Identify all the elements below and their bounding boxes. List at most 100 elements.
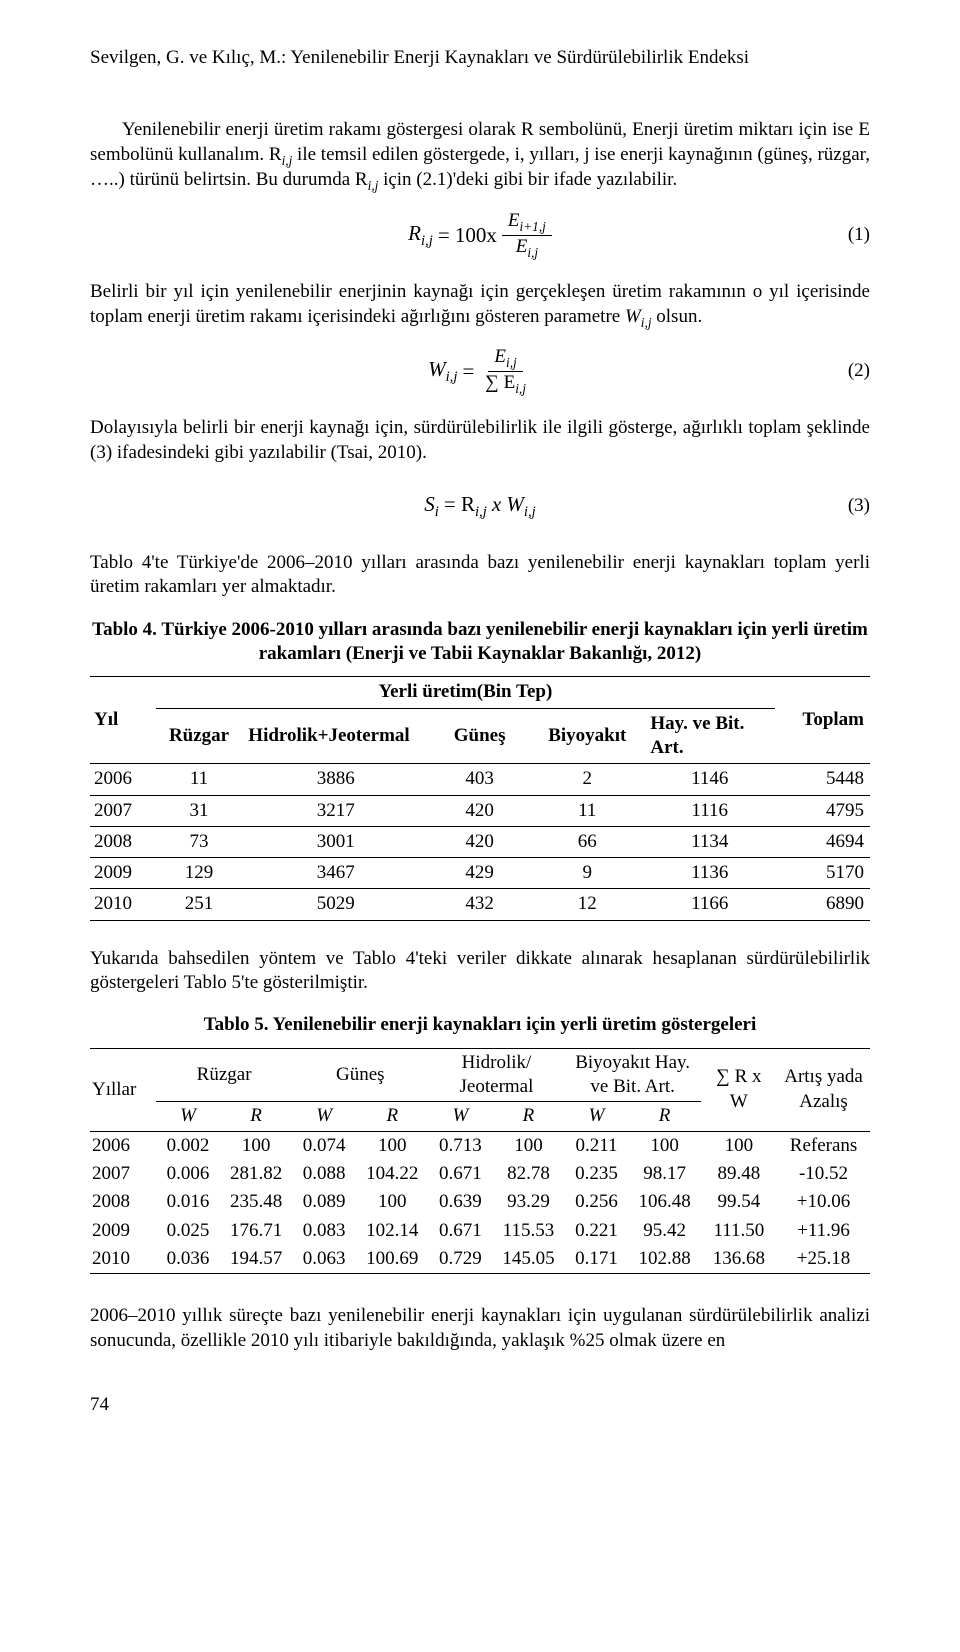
- t5-cell-gw: 0.089: [292, 1188, 356, 1216]
- t5-col-hidro: Hidrolik/ Jeotermal: [428, 1048, 564, 1102]
- t5-cell-bw: 0.235: [565, 1160, 629, 1188]
- eq3-number: (3): [848, 494, 870, 518]
- t5-cell-hr: 115.53: [492, 1217, 564, 1245]
- table-row: 2006113886403211465448: [90, 764, 870, 795]
- t4-cell-h: 3001: [242, 826, 429, 857]
- t5-cell-a: -10.52: [777, 1160, 870, 1188]
- t4-col-gunes: Güneş: [429, 708, 530, 764]
- eq2-lhs: W: [428, 357, 446, 381]
- t5-cell-bw: 0.171: [565, 1245, 629, 1274]
- t4-cell-hay: 1166: [644, 889, 775, 920]
- eq3-sub3: i,j: [524, 504, 536, 520]
- eq1-sub1: i,j: [421, 233, 433, 249]
- t4-cell-t: 5170: [775, 858, 870, 889]
- t5-col-yillar: Yıllar: [90, 1048, 156, 1131]
- t5-cell-hr: 145.05: [492, 1245, 564, 1274]
- t5-cell-y: 2008: [90, 1188, 156, 1216]
- t4-cell-t: 4795: [775, 795, 870, 826]
- t5-cell-rr: 281.82: [220, 1160, 292, 1188]
- t5-cell-hw: 0.671: [428, 1160, 492, 1188]
- t5-cell-rr: 194.57: [220, 1245, 292, 1274]
- t5-cell-gr: 100.69: [356, 1245, 428, 1274]
- t4-cell-b: 66: [530, 826, 644, 857]
- t4-cell-g: 403: [429, 764, 530, 795]
- t5-cell-br: 95.42: [629, 1217, 701, 1245]
- eq2-sub1: i,j: [446, 369, 458, 385]
- eq3-eq1: = R: [444, 492, 475, 516]
- t4-cell-r: 129: [156, 858, 243, 889]
- t5-cell-a: +25.18: [777, 1245, 870, 1274]
- t5-cell-gr: 100: [356, 1131, 428, 1160]
- t4-group-header: Yerli üretim(Bin Tep): [156, 677, 775, 708]
- sub-ij-1: i,j: [282, 152, 293, 167]
- eq1-numE: E: [508, 210, 520, 231]
- t5-cell-s: 111.50: [701, 1217, 777, 1245]
- t4-cell-r: 11: [156, 764, 243, 795]
- t5-cell-a: Referans: [777, 1131, 870, 1160]
- t4-cell-g: 429: [429, 858, 530, 889]
- t5-cell-gw: 0.088: [292, 1160, 356, 1188]
- t4-cell-t: 6890: [775, 889, 870, 920]
- sub-ij-2: i,j: [368, 178, 379, 193]
- table-row: 20090.025176.710.083102.140.671115.530.2…: [90, 1217, 870, 1245]
- t5-cell-s: 89.48: [701, 1160, 777, 1188]
- t4-cell-yil: 2007: [90, 795, 156, 826]
- t5-r2: R: [356, 1102, 428, 1131]
- eq1-number: (1): [848, 223, 870, 247]
- table-row: 201025150294321211666890: [90, 889, 870, 920]
- t5-cell-rr: 176.71: [220, 1217, 292, 1245]
- table-row: 20080.016235.480.0891000.63993.290.25610…: [90, 1188, 870, 1216]
- eq2-number: (2): [848, 359, 870, 383]
- t4-col-yil: Yıl: [90, 677, 156, 764]
- t5-cell-rr: 100: [220, 1131, 292, 1160]
- t4-cell-hay: 1146: [644, 764, 775, 795]
- t5-cell-gw: 0.083: [292, 1217, 356, 1245]
- t4-cell-g: 420: [429, 795, 530, 826]
- t5-w2: W: [292, 1102, 356, 1131]
- t5-cell-hw: 0.713: [428, 1131, 492, 1160]
- t5-col-sum: ∑ R x W: [701, 1048, 777, 1131]
- paragraph-5: Yukarıda bahsedilen yöntem ve Tablo 4'te…: [90, 947, 870, 996]
- t4-col-toplam: Toplam: [775, 677, 870, 764]
- t4-cell-h: 3886: [242, 764, 429, 795]
- eq3-sub2: i,j: [475, 504, 487, 520]
- t5-cell-hr: 93.29: [492, 1188, 564, 1216]
- t5-cell-hr: 100: [492, 1131, 564, 1160]
- eq3-x: x W: [492, 492, 524, 516]
- t5-cell-s: 100: [701, 1131, 777, 1160]
- t4-cell-yil: 2010: [90, 889, 156, 920]
- t4-col-ruzgar: Rüzgar: [156, 708, 243, 764]
- paragraph-1: Yenilenebilir enerji üretim rakamı göste…: [90, 118, 870, 194]
- table-row: 20070.006281.820.088104.220.67182.780.23…: [90, 1160, 870, 1188]
- t5-cell-rw: 0.006: [156, 1160, 220, 1188]
- eq2-eq: =: [462, 358, 474, 385]
- text-p1c: için (2.1)'deki gibi bir ifade yazılabil…: [378, 169, 677, 190]
- table-row: 20060.0021000.0741000.7131000.211100100R…: [90, 1131, 870, 1160]
- running-header: Sevilgen, G. ve Kılıç, M.: Yenilenebilir…: [90, 46, 870, 70]
- table-row: 20087330014206611344694: [90, 826, 870, 857]
- t5-cell-rw: 0.025: [156, 1217, 220, 1245]
- t5-cell-a: +11.96: [777, 1217, 870, 1245]
- t5-cell-gr: 102.14: [356, 1217, 428, 1245]
- t5-cell-gw: 0.074: [292, 1131, 356, 1160]
- t5-cell-rw: 0.002: [156, 1131, 220, 1160]
- t5-w1: W: [156, 1102, 220, 1131]
- t5-cell-y: 2007: [90, 1160, 156, 1188]
- t5-cell-rw: 0.036: [156, 1245, 220, 1274]
- eq2-denSub: i,j: [515, 381, 526, 396]
- table-row: 20091293467429911365170: [90, 858, 870, 889]
- table-row: 20100.036194.570.063100.690.729145.050.1…: [90, 1245, 870, 1274]
- t4-cell-b: 9: [530, 858, 644, 889]
- t5-col-biyo: Biyoyakıt Hay. ve Bit. Art.: [565, 1048, 701, 1102]
- eq3-lhs: S: [424, 492, 435, 516]
- t4-cell-yil: 2009: [90, 858, 156, 889]
- t5-cell-hw: 0.671: [428, 1217, 492, 1245]
- paragraph-6: 2006–2010 yıllık süreçte bazı yenilenebi…: [90, 1304, 870, 1353]
- t4-cell-h: 3467: [242, 858, 429, 889]
- t5-cell-gw: 0.063: [292, 1245, 356, 1274]
- t5-w3: W: [428, 1102, 492, 1131]
- eq2-numE: E: [494, 346, 506, 367]
- t4-cell-g: 432: [429, 889, 530, 920]
- t5-cell-s: 136.68: [701, 1245, 777, 1274]
- t5-cell-bw: 0.211: [565, 1131, 629, 1160]
